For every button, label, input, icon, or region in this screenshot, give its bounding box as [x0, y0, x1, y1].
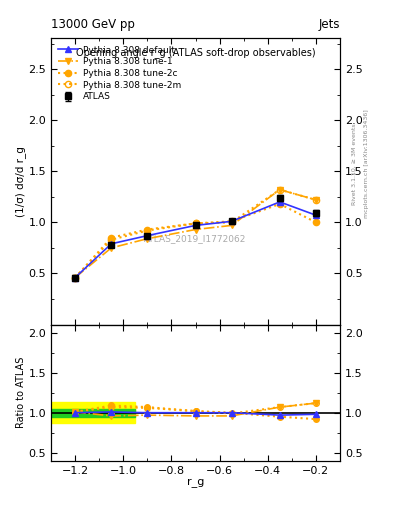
Text: ATLAS_2019_I1772062: ATLAS_2019_I1772062 — [144, 234, 247, 243]
Pythia 8.308 default — [314, 212, 318, 218]
Pythia 8.308 tune-2m — [277, 186, 282, 193]
Pythia 8.308 default — [145, 232, 150, 239]
Line: Pythia 8.308 tune-2c: Pythia 8.308 tune-2c — [72, 201, 319, 281]
Pythia 8.308 default — [229, 218, 234, 224]
Text: Rivet 3.1.10, ≥ 3M events: Rivet 3.1.10, ≥ 3M events — [352, 123, 357, 205]
Pythia 8.308 tune-1 — [73, 274, 77, 281]
Pythia 8.308 tune-2m — [229, 219, 234, 225]
Pythia 8.308 tune-2c — [109, 234, 114, 241]
Pythia 8.308 tune-1 — [229, 222, 234, 228]
Pythia 8.308 tune-2m — [73, 274, 77, 281]
Pythia 8.308 tune-1 — [145, 236, 150, 242]
X-axis label: r_g: r_g — [187, 478, 204, 488]
Pythia 8.308 tune-2m — [109, 237, 114, 243]
Legend: Pythia 8.308 default, Pythia 8.308 tune-1, Pythia 8.308 tune-2c, Pythia 8.308 tu: Pythia 8.308 default, Pythia 8.308 tune-… — [55, 43, 184, 104]
Text: mcplots.cern.ch [arXiv:1306.3436]: mcplots.cern.ch [arXiv:1306.3436] — [364, 110, 369, 218]
Pythia 8.308 tune-2m — [193, 220, 198, 226]
Pythia 8.308 default — [109, 241, 114, 247]
Pythia 8.308 tune-2m — [314, 197, 318, 203]
Pythia 8.308 default — [193, 222, 198, 228]
Line: Pythia 8.308 tune-1: Pythia 8.308 tune-1 — [72, 186, 319, 281]
Pythia 8.308 tune-1 — [193, 226, 198, 232]
Y-axis label: (1/σ) dσ/d r_g: (1/σ) dσ/d r_g — [15, 146, 26, 217]
Pythia 8.308 tune-2c — [73, 274, 77, 281]
Pythia 8.308 tune-1 — [277, 186, 282, 193]
Bar — [51, 402, 135, 423]
Pythia 8.308 tune-2c — [145, 226, 150, 232]
Pythia 8.308 tune-2c — [193, 220, 198, 226]
Pythia 8.308 tune-2c — [314, 219, 318, 225]
Text: 13000 GeV pp: 13000 GeV pp — [51, 18, 135, 31]
Pythia 8.308 tune-1 — [314, 197, 318, 203]
Pythia 8.308 tune-2c — [277, 201, 282, 207]
Y-axis label: Ratio to ATLAS: Ratio to ATLAS — [16, 357, 26, 429]
Pythia 8.308 tune-2c — [229, 218, 234, 224]
Bar — [51, 409, 135, 417]
Text: Opening angle r_g (ATLAS soft-drop observables): Opening angle r_g (ATLAS soft-drop obser… — [76, 47, 315, 58]
Pythia 8.308 default — [73, 274, 77, 281]
Text: Jets: Jets — [318, 18, 340, 31]
Pythia 8.308 default — [277, 199, 282, 205]
Pythia 8.308 tune-1 — [109, 245, 114, 251]
Line: Pythia 8.308 default: Pythia 8.308 default — [72, 199, 319, 281]
Line: Pythia 8.308 tune-2m: Pythia 8.308 tune-2m — [72, 186, 319, 281]
Pythia 8.308 tune-2m — [145, 227, 150, 233]
